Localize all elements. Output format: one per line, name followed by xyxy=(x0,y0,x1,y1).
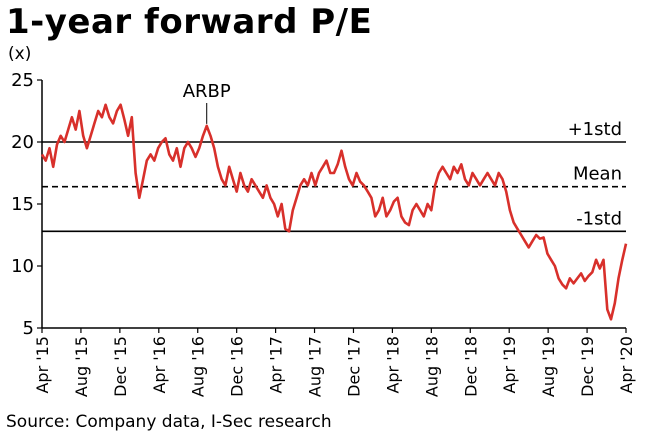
y-tick-label: 20 xyxy=(11,132,34,153)
y-tick-label: 15 xyxy=(11,194,34,215)
x-tick-label: Aug '18 xyxy=(422,336,441,397)
y-axis-unit: (x) xyxy=(8,44,32,64)
x-tick-label: Dec '15 xyxy=(111,336,130,397)
x-tick-label: Dec '19 xyxy=(578,336,597,397)
x-tick-label: Aug '15 xyxy=(72,336,91,397)
reference-line-label: +1std xyxy=(568,119,622,140)
source-note: Source: Company data, I-Sec research xyxy=(6,412,332,432)
x-tick-label: Apr '19 xyxy=(500,336,519,394)
x-tick-label: Dec '17 xyxy=(344,336,363,397)
x-tick-label: Apr '20 xyxy=(617,336,636,394)
arbp-series-line xyxy=(40,103,628,321)
y-tick-label: 25 xyxy=(11,70,34,91)
y-tick-label: 5 xyxy=(23,318,34,339)
x-tick-label: Apr '16 xyxy=(150,336,169,394)
annotation-label: ARBP xyxy=(183,81,231,102)
x-tick-label: Dec '16 xyxy=(228,336,247,397)
x-tick-label: Apr '18 xyxy=(383,336,402,394)
x-tick-label: Apr '15 xyxy=(33,336,52,394)
x-tick-label: Aug '17 xyxy=(306,336,325,397)
reference-line-label: Mean xyxy=(573,164,622,185)
x-tick-label: Aug '16 xyxy=(189,336,208,397)
x-tick-label: Dec '18 xyxy=(461,336,480,397)
chart-title: 1-year forward P/E xyxy=(6,2,373,42)
reference-line-label: -1std xyxy=(576,208,622,229)
y-tick-label: 10 xyxy=(11,256,34,277)
x-tick-label: Aug '19 xyxy=(539,336,558,397)
x-tick-label: Apr '17 xyxy=(267,336,286,394)
